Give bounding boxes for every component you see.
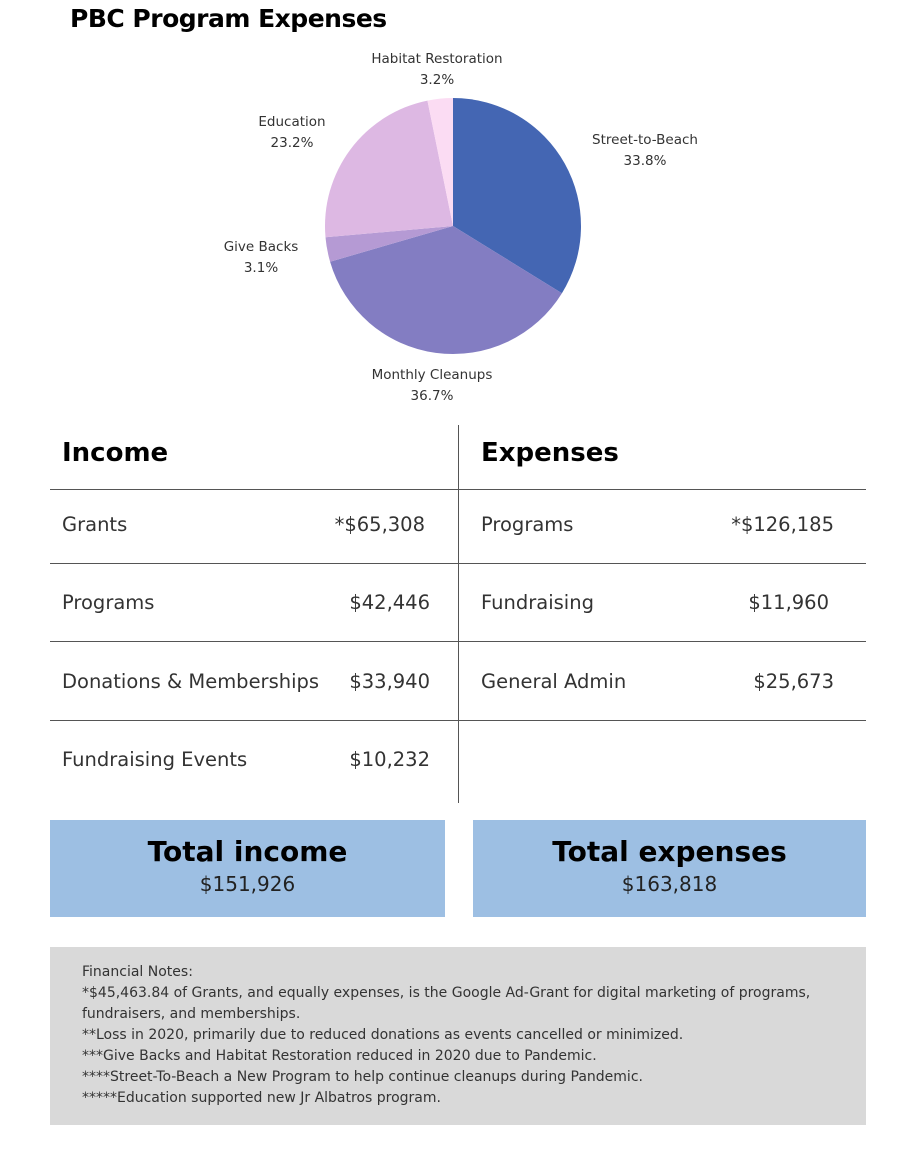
total-expenses-title: Total expenses: [552, 835, 787, 868]
pie-label: Habitat Restoration: [371, 51, 502, 67]
total-expenses-value: $163,818: [621, 872, 718, 896]
total-income-value: $151,926: [199, 872, 296, 896]
pie-slice-give-backs: [325, 226, 453, 262]
pie-slice-monthly-cleanups: [330, 226, 562, 355]
pie-slice-education: [324, 100, 453, 238]
pie-chart: Street-to-Beach 33.8% Monthly Cleanups 36.7…: [224, 51, 698, 404]
notes-heading: Financial Notes:: [82, 964, 193, 980]
income-row-value: *$65,308: [334, 513, 425, 536]
expense-row-label: General Admin: [481, 670, 627, 693]
expenses-header: Expenses: [481, 438, 619, 468]
note-line: *****Education supported new Jr Albatros…: [82, 1090, 441, 1106]
total-income-box: Total income $151,926: [50, 820, 445, 917]
pie-label: Education: [258, 114, 325, 130]
page-title: PBC Program Expenses: [70, 4, 387, 33]
income-row-value: $42,446: [349, 591, 430, 614]
pie-slice-street-to-beach: [453, 98, 582, 294]
row-divider: [50, 641, 866, 642]
pie-label: Give Backs: [224, 239, 299, 255]
pie-label: Street-to-Beach: [592, 132, 698, 148]
pie-percent-label: 23.2%: [271, 135, 314, 151]
income-header: Income: [62, 438, 169, 468]
expense-row-value: $25,673: [753, 670, 834, 693]
pie-percent-label: 3.2%: [420, 72, 454, 88]
income-row-label: Programs: [62, 591, 155, 614]
income-row-value: $33,940: [349, 670, 430, 693]
note-line: *$45,463.84 of Grants, and equally expen…: [82, 985, 811, 1022]
income-expenses-table: Income Expenses Grants *$65,308 Programs…: [50, 425, 866, 803]
pie-percent-label: 36.7%: [411, 388, 454, 404]
income-row-label: Donations & Memberships: [62, 670, 320, 693]
pie-label: Monthly Cleanups: [372, 367, 493, 383]
expense-row-value: $11,960: [748, 591, 829, 614]
income-row-label: Grants: [62, 513, 128, 536]
expense-row-label: Fundraising: [481, 591, 594, 614]
expense-row-value: *$126,185: [731, 513, 834, 536]
financial-notes: Financial Notes: *$45,463.84 of Grants, …: [50, 947, 866, 1125]
note-line: ***Give Backs and Habitat Restoration re…: [82, 1048, 597, 1064]
income-row-label: Fundraising Events: [62, 748, 248, 771]
note-line: ****Street-To-Beach a New Program to hel…: [82, 1069, 643, 1085]
income-row-value: $10,232: [349, 748, 430, 771]
note-line: **Loss in 2020, primarily due to reduced…: [82, 1027, 684, 1043]
total-income-title: Total income: [147, 835, 348, 868]
total-expenses-box: Total expenses $163,818: [473, 820, 866, 917]
pie-percent-label: 33.8%: [624, 153, 667, 169]
expense-row-label: Programs: [481, 513, 574, 536]
pie-slice-habitat-restoration: [427, 98, 453, 226]
row-divider: [50, 720, 866, 721]
row-divider: [50, 489, 866, 490]
row-divider: [50, 563, 866, 564]
pie-percent-label: 3.1%: [244, 260, 278, 276]
table-divider: [458, 425, 459, 803]
